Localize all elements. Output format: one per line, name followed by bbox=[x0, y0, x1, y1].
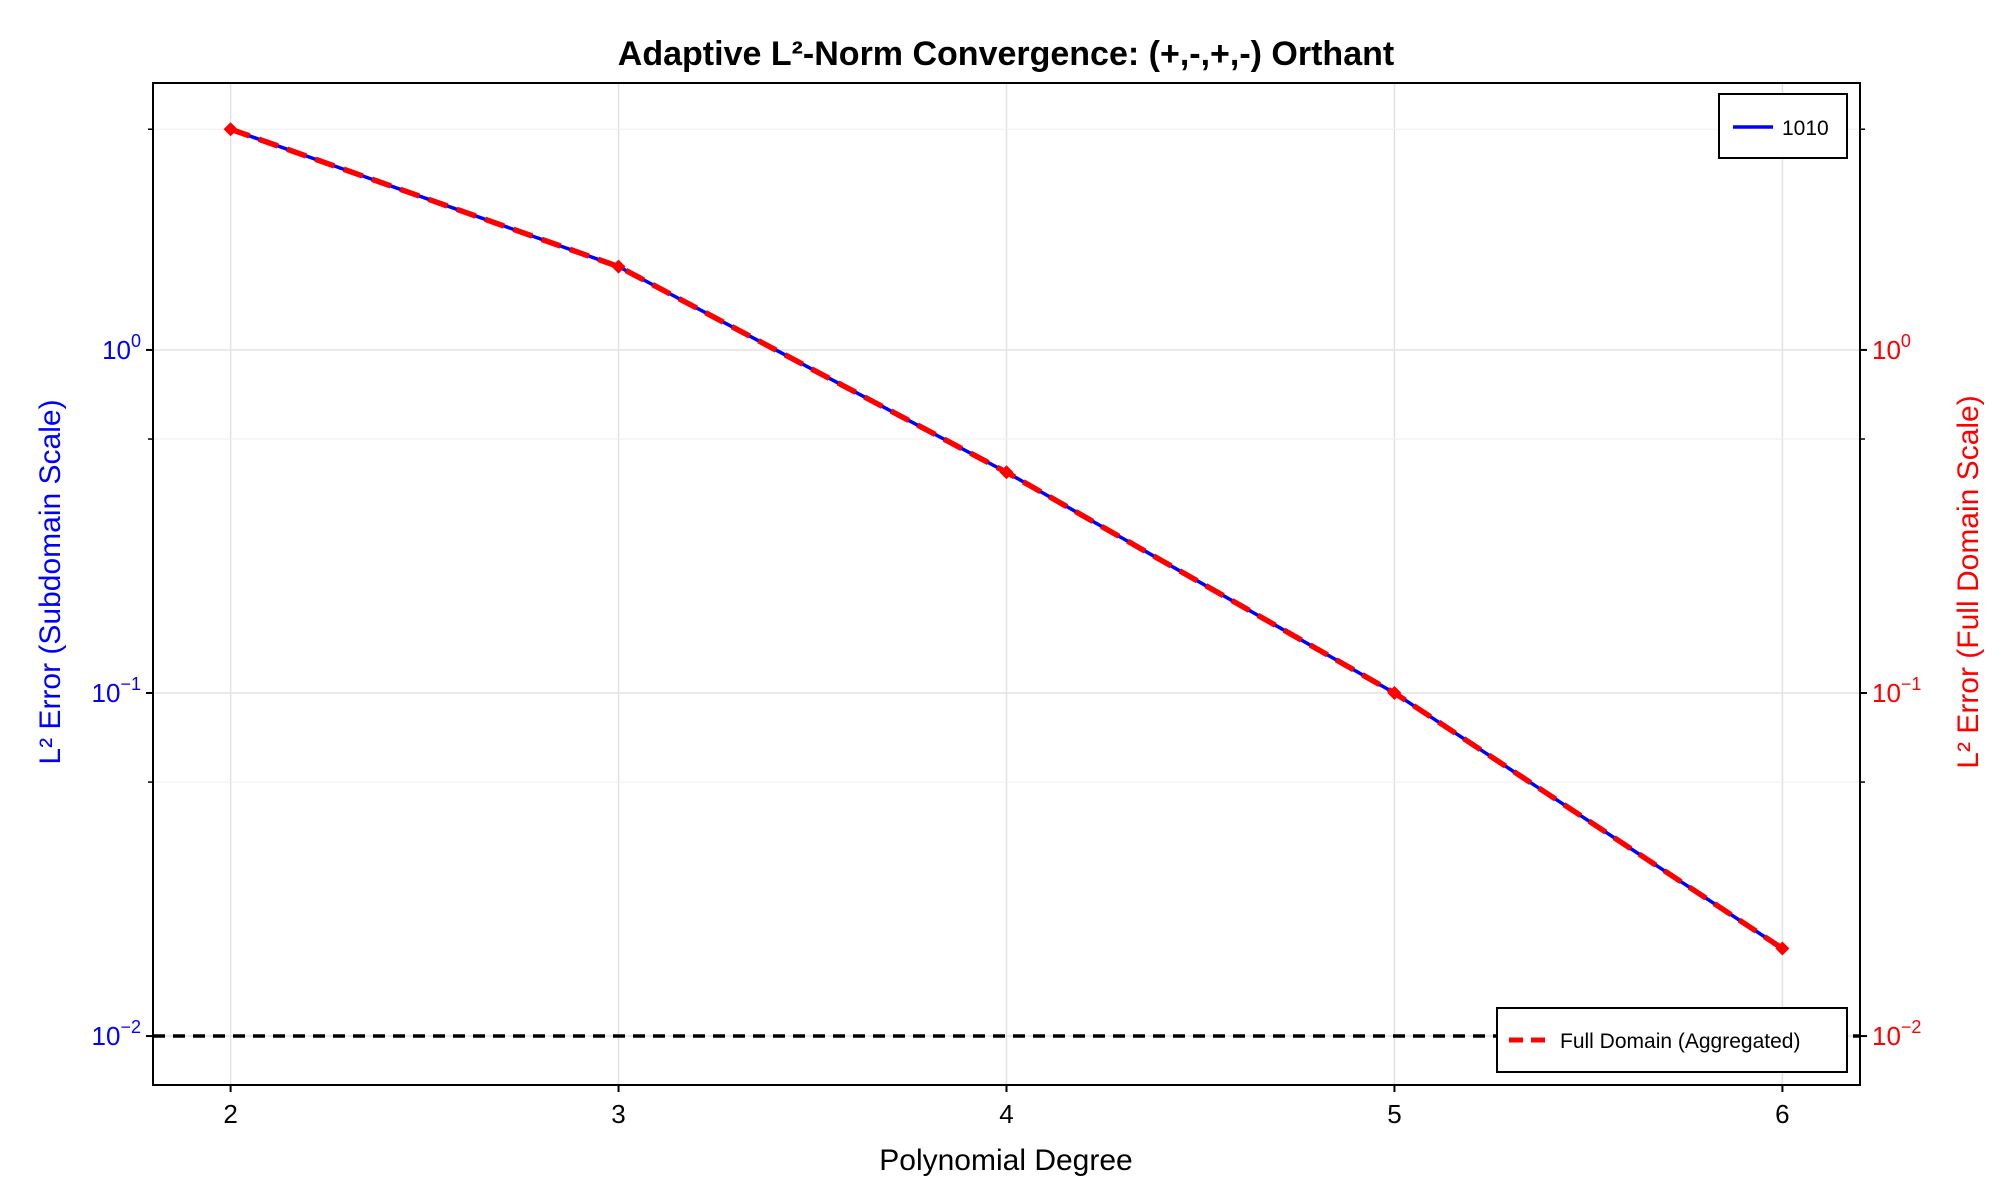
y-axis-label-right: L² Error (Full Domain Scale) bbox=[1952, 395, 1985, 768]
y-tick-label-right: 10−2 bbox=[1872, 1017, 1921, 1051]
chart-title: Adaptive L²-Norm Convergence: (+,-,+,-) … bbox=[618, 35, 1394, 73]
y-tick-label-left: 10−2 bbox=[92, 1017, 141, 1051]
x-tick-label: 3 bbox=[611, 1099, 625, 1129]
legend-bottom: Full Domain (Aggregated) bbox=[1496, 1007, 1848, 1073]
axes: 2 3 4 5 6 100 100 10−1 10−1 10−2 10−2 bbox=[92, 128, 1921, 1129]
x-tick-label: 5 bbox=[1387, 1099, 1401, 1129]
y-axis-label-left: L² Error (Subdomain Scale) bbox=[34, 399, 67, 764]
y-tick-label-left: 100 bbox=[102, 331, 141, 365]
series-point bbox=[611, 259, 626, 274]
x-tick-label: 6 bbox=[1775, 1099, 1789, 1129]
x-axis-label: Polynomial Degree bbox=[879, 1144, 1132, 1177]
legend-top: 1010 bbox=[1718, 93, 1848, 159]
series-point bbox=[999, 465, 1014, 480]
y-tick-label-left: 10−1 bbox=[92, 674, 141, 708]
y-tick-label-right: 100 bbox=[1872, 331, 1911, 365]
legend-top-label: 1010 bbox=[1782, 117, 1829, 140]
x-tick-label: 2 bbox=[223, 1099, 237, 1129]
series-point bbox=[223, 122, 238, 137]
y-tick-label-right: 10−1 bbox=[1872, 674, 1921, 708]
series-point bbox=[1775, 941, 1790, 956]
legend-bottom-box bbox=[1496, 1007, 1848, 1073]
x-tick-label: 4 bbox=[999, 1099, 1013, 1129]
legend-bottom-label: Full Domain (Aggregated) bbox=[1560, 1030, 1800, 1053]
series-point bbox=[1387, 686, 1402, 701]
